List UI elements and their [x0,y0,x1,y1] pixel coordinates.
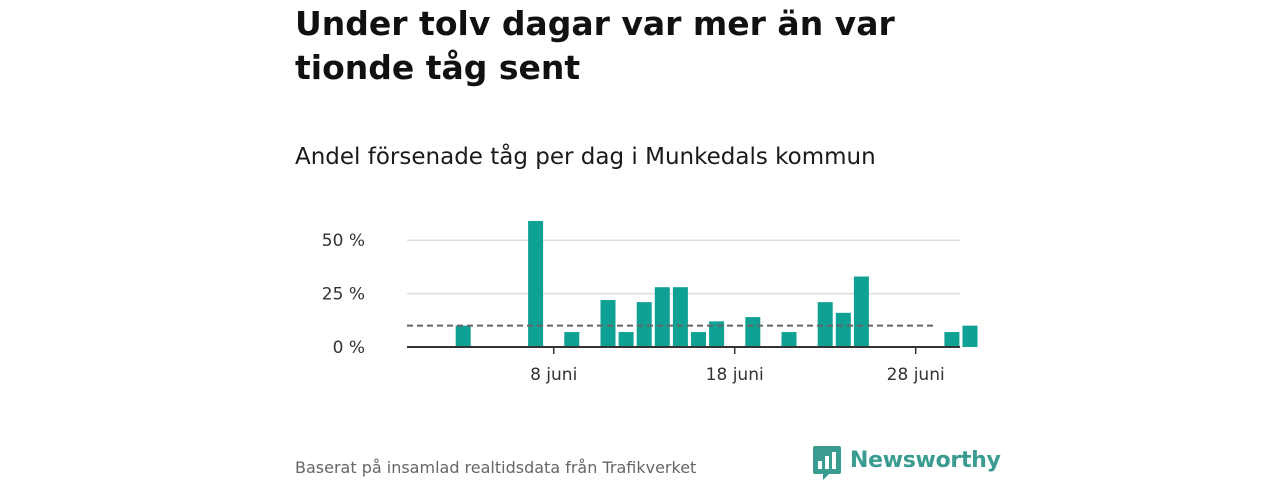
newsworthy-logo[interactable]: Newsworthy [813,446,1001,480]
axes: 0 % 25 % 50 % 8 juni 18 juni 28 juni [322,231,960,385]
x-tick-label: 28 juni [887,365,945,385]
bar-day-30 [944,332,960,347]
y-tick-label: 50 % [322,231,365,251]
bar-day-13 [636,302,652,347]
bar-day-16 [691,332,706,347]
bar-day-14 [654,287,670,347]
newsworthy-logo-icon [813,446,841,480]
source-note: Baserat på insamlad realtidsdata från Tr… [295,458,697,477]
chart-card: Under tolv dagar var mer än var tionde t… [295,0,1001,480]
x-tick-label: 18 juni [706,365,764,385]
bar-day-9 [564,332,580,347]
bar-day-12 [618,332,634,347]
y-tick-label: 25 % [322,285,365,305]
x-tick-label: 8 juni [530,365,577,385]
bar-day-15 [672,287,688,347]
bar-day-17 [709,321,725,347]
bar-day-7 [528,220,544,347]
brand-name: Newsworthy [850,448,1001,473]
bar-day-11 [600,300,616,347]
bar-day-3 [455,325,471,347]
bar-day-31 [962,325,978,347]
chart-title: Under tolv dagar var mer än var tionde t… [295,4,895,87]
chart-subtitle: Andel försenade tåg per dag i Munkedals … [295,144,876,170]
y-tick-label: 0 % [333,338,365,358]
bar-day-24 [835,312,851,347]
bar-chart: 0 % 25 % 50 % 8 juni 18 juni 28 juni [322,220,978,385]
bar-day-25 [853,276,869,347]
bar-day-21 [781,332,797,347]
bar-day-19 [745,317,761,347]
grid-lines [407,239,960,295]
bar-day-23 [817,302,833,347]
bars [455,220,978,347]
